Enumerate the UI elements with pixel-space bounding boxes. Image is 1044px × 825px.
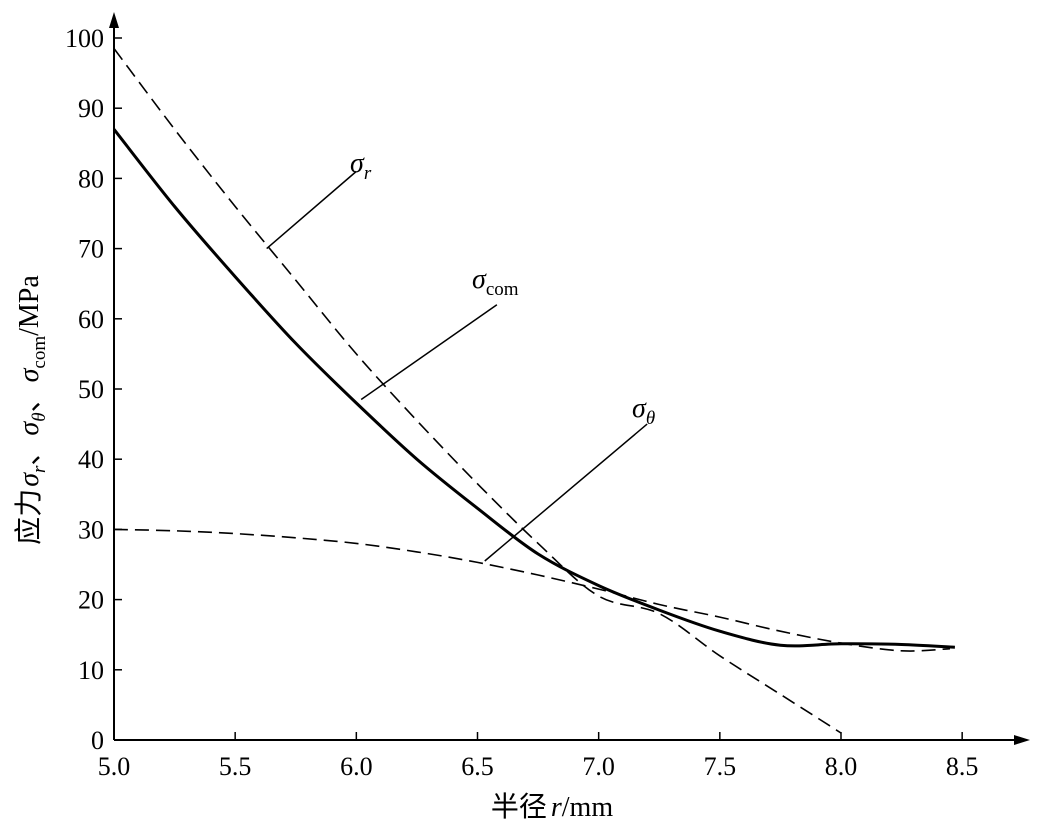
series-label-sigma-theta: σθ — [632, 393, 655, 429]
x-tick-label: 6.0 — [340, 752, 373, 781]
x-tick-label: 7.0 — [582, 752, 615, 781]
x-tick-label: 7.5 — [704, 752, 737, 781]
series-layer — [112, 48, 955, 734]
x-tick-label: 8.0 — [825, 752, 858, 781]
y-ticks: 0 10 20 30 40 50 60 70 80 90 100 — [65, 24, 122, 755]
x-tick-label: 8.5 — [946, 752, 979, 781]
y-tick-label: 60 — [78, 305, 104, 334]
y-tick-label: 70 — [78, 235, 104, 264]
leader-line-series-sigma-theta — [484, 423, 648, 562]
series-label-sigma-com: σcom — [472, 264, 519, 300]
y-axis-title: 应力σr、σθ、σcom/MPa — [13, 275, 50, 545]
x-tick-label: 5.0 — [98, 752, 131, 781]
series-sigma-r — [113, 48, 842, 734]
y-axis-arrow — [109, 12, 119, 28]
y-tick-label: 20 — [78, 586, 104, 615]
y-tick-label: 50 — [78, 375, 104, 404]
annotation-layer — [266, 170, 648, 562]
x-axis-title: 半径 r/mm — [491, 791, 613, 823]
series-sigma-com — [112, 128, 955, 649]
series-label-sigma-r: σr — [350, 148, 372, 184]
y-tick-label: 80 — [78, 164, 104, 193]
axes — [109, 12, 1030, 745]
y-tick-label: 100 — [65, 24, 104, 53]
y-tick-label: 10 — [78, 656, 104, 685]
x-axis-arrow — [1014, 735, 1030, 745]
y-tick-label: 90 — [78, 94, 104, 123]
y-tick-label: 30 — [78, 515, 104, 544]
x-tick-label: 5.5 — [219, 752, 252, 781]
leader-line-series-sigma-com — [360, 304, 498, 401]
series-sigma-theta — [113, 528, 951, 652]
y-tick-label: 40 — [78, 445, 104, 474]
leader-line-series-sigma-r — [266, 170, 357, 250]
x-tick-label: 6.5 — [461, 752, 494, 781]
x-ticks: 5.0 5.5 6.0 6.5 7.0 7.5 8.0 8.5 — [98, 732, 979, 781]
y-tick-label: 0 — [91, 726, 104, 755]
